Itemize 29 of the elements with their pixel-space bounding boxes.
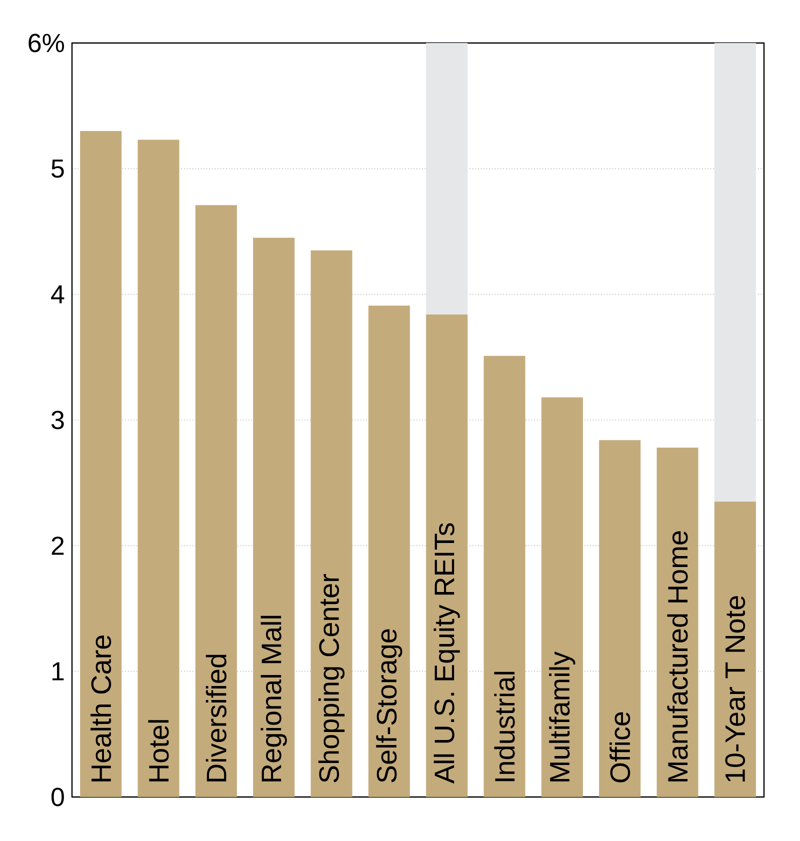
y-tick-label: 5: [52, 160, 64, 178]
x-tick-label: 10-Year T Note: [725, 596, 746, 782]
x-tick-label: Multifamily: [549, 651, 576, 782]
bar: [310, 250, 352, 797]
y-tick-label: 1: [52, 662, 64, 680]
bar: [138, 140, 180, 797]
x-tick-label: Hotel: [148, 720, 169, 782]
x-tick-label: Self-Storage: [376, 629, 402, 782]
bar: [253, 238, 295, 797]
x-tick-label: Office: [610, 712, 630, 782]
x-tick-label: Shopping Center: [318, 574, 345, 782]
y-tick-label: 2: [52, 536, 64, 555]
x-tick-label: Health Care: [90, 636, 112, 782]
y-tick-label: 6%: [28, 34, 64, 52]
y-tick-label: 3: [51, 410, 64, 430]
bar: [599, 440, 641, 797]
bar: [484, 356, 526, 797]
x-tick-label: Industrial: [494, 672, 515, 782]
bar: [541, 397, 583, 797]
x-tick-label: All U.S. Equity REITs: [434, 523, 460, 784]
bar: [80, 130, 122, 797]
y-tick-label: 0: [51, 788, 64, 806]
bar: [195, 205, 237, 797]
x-tick-label: Manufactured Home: [667, 531, 688, 782]
bar: [656, 448, 698, 797]
x-tick-label: Diversified: [206, 654, 226, 782]
y-tick-label: 4: [51, 285, 64, 304]
bar: [368, 306, 410, 797]
x-tick-label: Regional Mall: [260, 616, 287, 782]
